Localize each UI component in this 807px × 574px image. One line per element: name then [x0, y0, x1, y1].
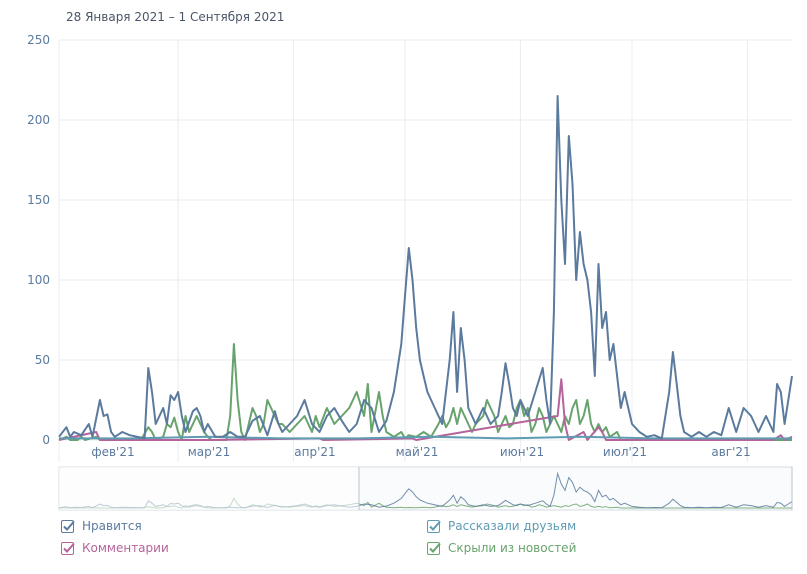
- series-line-likes: [58, 95, 793, 440]
- series-line-shares: [59, 435, 792, 440]
- legend-label: Нравится: [82, 519, 142, 533]
- x-tick-label: мар'21: [188, 445, 231, 459]
- y-tick-label: 150: [27, 193, 50, 207]
- legend-label: Скрыли из новостей: [448, 541, 577, 555]
- legend-item-shares[interactable]: Рассказали друзьям: [427, 519, 576, 533]
- x-tick-label: май'21: [396, 445, 439, 459]
- checkbox-icon[interactable]: [427, 519, 441, 533]
- x-tick-label: апр'21: [294, 445, 335, 459]
- legend-label: Рассказали друзьям: [448, 519, 577, 533]
- y-tick-label: 0: [42, 433, 50, 447]
- checkbox-icon[interactable]: [427, 541, 441, 555]
- x-tick-label: июл'21: [603, 445, 647, 459]
- checkbox-icon[interactable]: [61, 541, 75, 555]
- navigator-mask: [59, 467, 359, 510]
- y-tick-label: 100: [27, 273, 50, 287]
- x-tick-label: июн'21: [500, 445, 544, 459]
- legend-item-comments[interactable]: Комментарии: [61, 541, 169, 555]
- x-tick-label: авг'21: [711, 445, 750, 459]
- checkbox-icon[interactable]: [61, 519, 75, 533]
- y-tick-label: 50: [35, 353, 50, 367]
- y-tick-label: 200: [27, 113, 50, 127]
- plot-area: [59, 40, 792, 440]
- legend-item-likes[interactable]: Нравится: [61, 519, 142, 533]
- y-tick-label: 250: [27, 33, 50, 47]
- series-line-comments: [58, 378, 793, 441]
- date-range-label: 28 Января 2021 – 1 Сентября 2021: [66, 10, 285, 24]
- legend-label: Комментарии: [82, 541, 169, 555]
- legend-item-hidden[interactable]: Скрыли из новостей: [427, 541, 576, 555]
- x-tick-label: фев'21: [91, 445, 134, 459]
